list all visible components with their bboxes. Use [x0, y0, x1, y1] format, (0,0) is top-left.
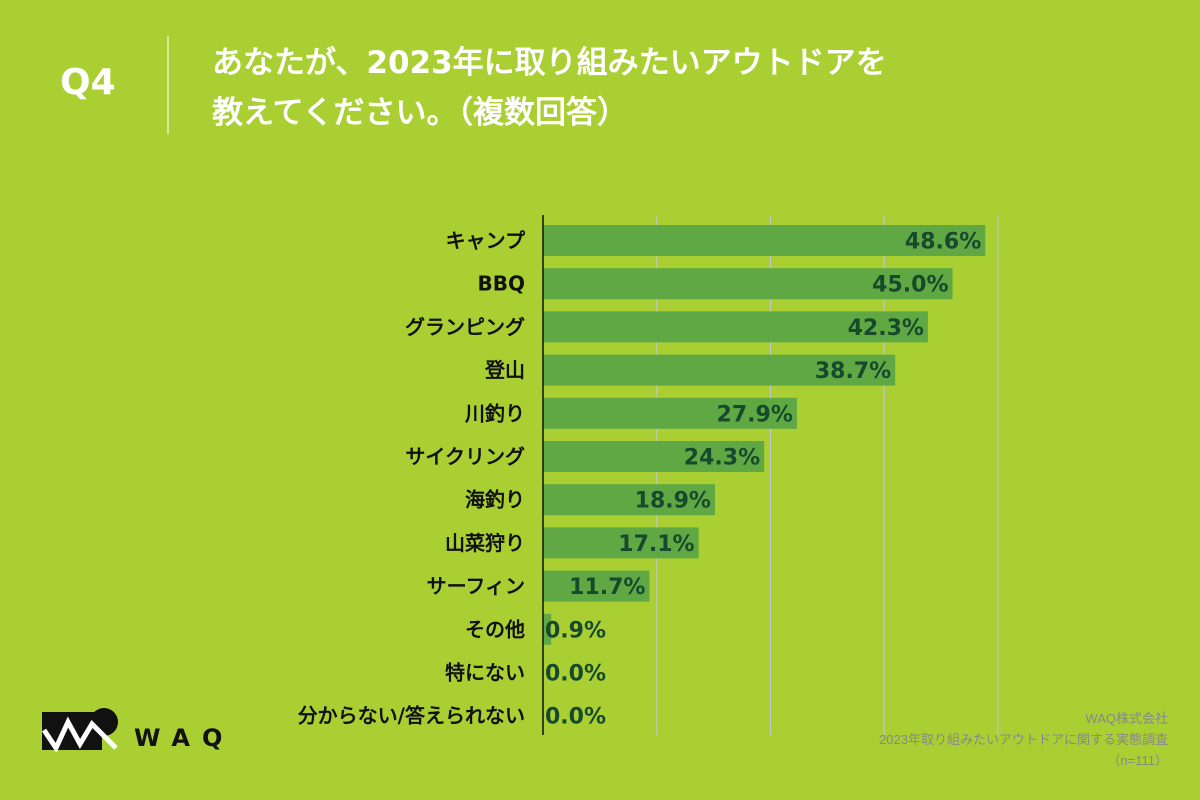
bar: [543, 570, 650, 602]
header-divider: [167, 36, 169, 134]
category-label: 分からない/答えられない: [298, 704, 525, 728]
question-title: あなたが、2023年に取り組みたいアウトドアを 教えてください。（複数回答）: [212, 38, 1112, 138]
category-label: サイクリング: [405, 445, 525, 469]
bar: [543, 397, 797, 429]
category-label: 登山: [484, 358, 525, 382]
data-label: 27.9%: [717, 402, 793, 427]
category-label: その他: [465, 617, 525, 641]
category-label: 特にない: [445, 661, 525, 685]
data-label: 42.3%: [848, 316, 924, 341]
category-label: キャンプ: [446, 229, 526, 253]
waq-logo: WAQ: [41, 708, 242, 756]
data-label: 24.3%: [684, 446, 760, 471]
svg-text:WAQ: WAQ: [134, 724, 234, 752]
title-line-1: あなたが、2023年に取り組みたいアウトドアを: [212, 45, 887, 81]
bar: [543, 311, 928, 343]
data-label: 18.9%: [635, 489, 711, 514]
category-label: BBQ: [478, 272, 526, 296]
data-label: 0.9%: [545, 618, 606, 643]
source-note: WAQ株式会社 2023年取り組みたいアウトドアに関する実態調査 （n=111）: [879, 708, 1168, 771]
question-number: Q4: [60, 62, 116, 103]
data-label: 0.0%: [545, 662, 606, 687]
data-label: 11.7%: [569, 575, 645, 600]
bar: [543, 484, 715, 516]
data-label: 48.6%: [905, 230, 981, 255]
bar: [543, 354, 896, 386]
category-label: 川釣り: [464, 401, 525, 425]
category-label: 山菜狩り: [445, 531, 525, 555]
source-sample: （n=111）: [1107, 753, 1168, 768]
bar: [543, 527, 699, 559]
data-label: 38.7%: [815, 359, 891, 384]
logo-mark-icon: WAQ: [41, 708, 234, 754]
source-company: WAQ株式会社: [1085, 711, 1168, 726]
category-label: 海釣り: [465, 488, 525, 512]
source-survey: 2023年取り組みたいアウトドアに関する実態調査: [879, 732, 1168, 747]
bar: [543, 225, 986, 256]
category-label: サーフィン: [427, 574, 525, 598]
bar: [543, 441, 765, 472]
data-label: 0.0%: [545, 705, 606, 730]
category-label: グランピング: [405, 315, 525, 339]
bar: [543, 613, 552, 645]
bar: [543, 268, 953, 300]
data-label: 45.0%: [872, 273, 948, 298]
data-label: 17.1%: [618, 532, 694, 557]
title-line-2: 教えてください。（複数回答）: [212, 95, 629, 131]
